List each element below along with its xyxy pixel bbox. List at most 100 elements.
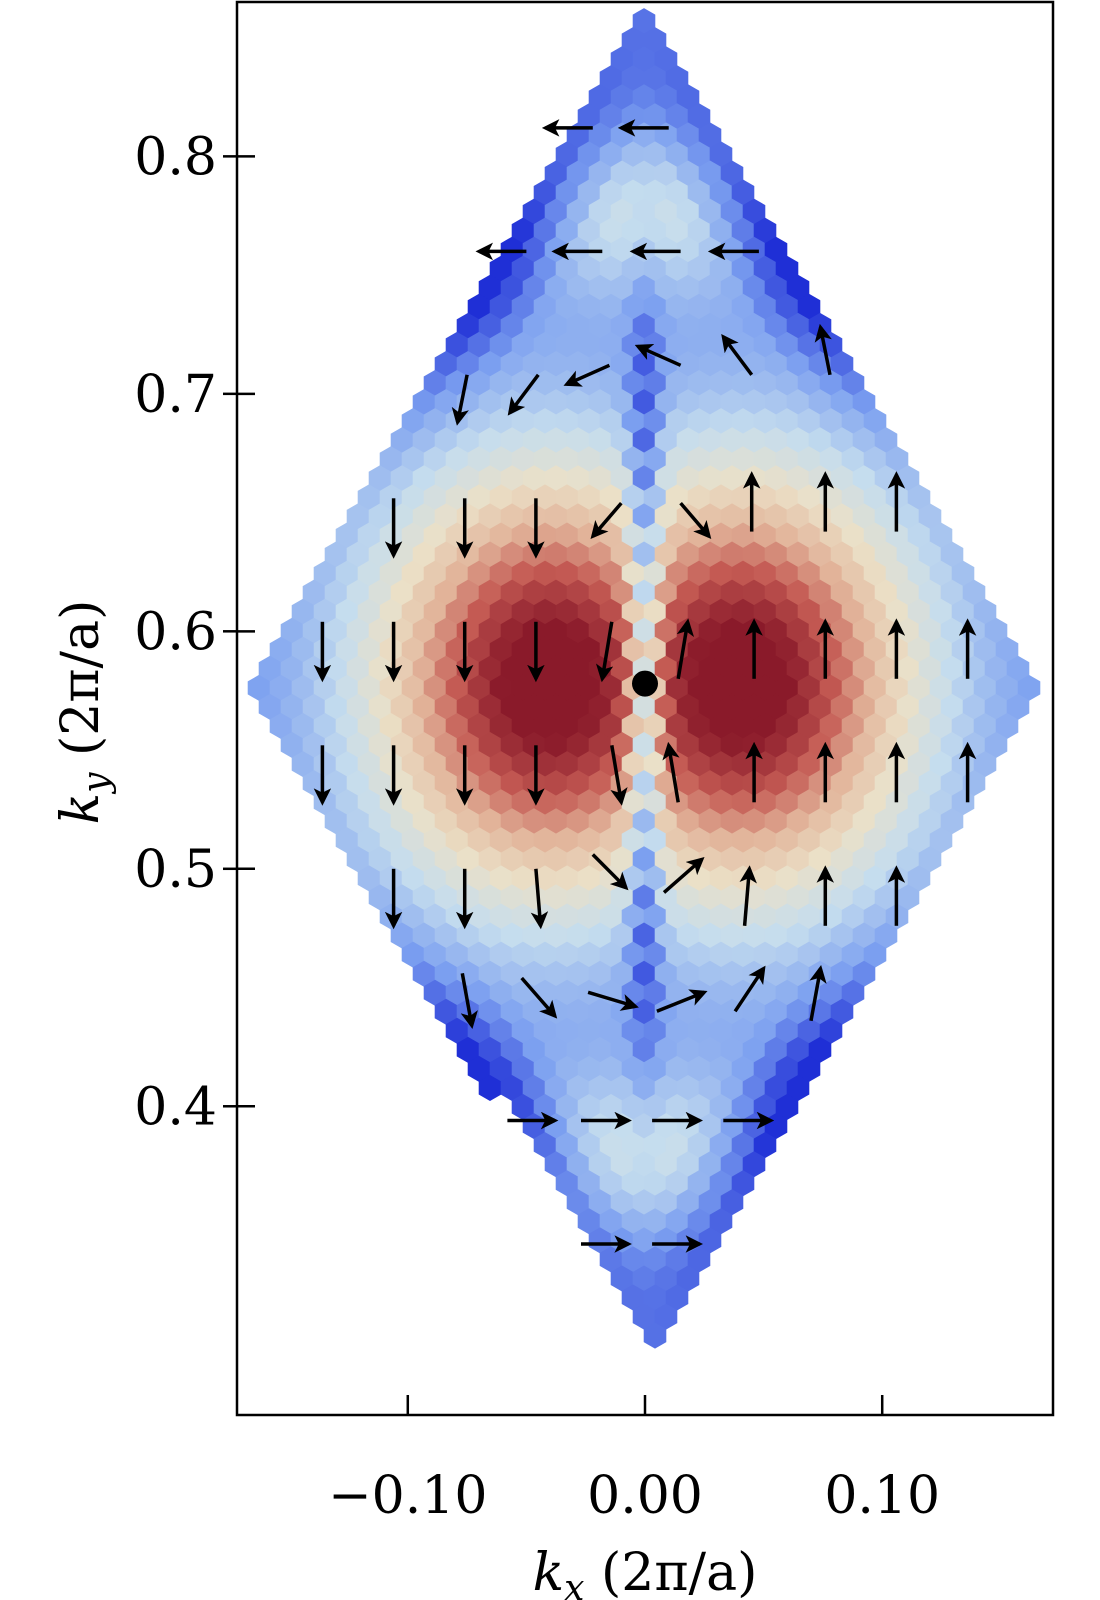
heatmap-cell [995,636,1019,663]
heatmap-cell [764,389,788,416]
heatmap-cell [412,808,436,835]
heatmap-cell [555,141,579,168]
heatmap-cell [808,427,832,454]
heatmap-cell [731,522,755,549]
heatmap-cell [467,941,491,968]
heatmap-cell [852,541,876,568]
heatmap-cell [511,598,535,625]
heatmap-cell [401,408,425,435]
heatmap-cell [775,979,799,1006]
heatmap-cell [687,674,711,701]
heatmap-cell [566,655,590,682]
heatmap-cell [643,1322,667,1349]
heatmap-cell [533,827,557,854]
heatmap-cell [621,751,645,778]
heatmap-cell [665,331,689,358]
heatmap-cell [676,922,700,949]
heatmap-cell [434,351,458,377]
heatmap-cell [478,846,502,873]
vector-arrow [563,363,611,387]
heatmap-cell [500,617,524,644]
heatmap-cell [335,789,359,816]
heatmap-cell [269,713,293,739]
heatmap-cell [654,846,678,873]
heatmap-cell [445,560,469,587]
heatmap-cell [874,655,898,682]
heatmap-cell [555,865,579,892]
heatmap-cell [632,46,656,73]
heatmap-cell [291,598,315,625]
heatmap-cell [654,46,678,73]
heatmap-cell [676,160,700,187]
heatmap-cell [412,465,436,492]
heatmap-cell [478,427,502,454]
heatmap-cell [621,179,645,206]
heatmap-cell [775,255,799,282]
heatmap-cell [940,579,964,606]
heatmap-cell [863,903,887,930]
heatmap-cell [753,446,777,473]
heatmap-cell [588,770,612,797]
heatmap-cell [456,465,480,492]
heatmap-cell [929,713,953,739]
heatmap-cell [643,217,667,244]
heatmap-cell [390,465,414,492]
heatmap-cell [775,713,799,739]
heatmap-cell [764,1036,788,1063]
heatmap-cell [544,389,568,416]
vector-arrow [809,965,827,1022]
heatmap-cell [797,560,821,587]
heatmap-cell [764,351,788,377]
heatmap-cell [731,370,755,396]
heatmap-cell [797,331,821,358]
heatmap-cell [819,370,843,396]
heatmap-cell [720,884,744,911]
heatmap-cell [445,827,469,854]
heatmap-cell [775,331,799,358]
heatmap-cell [676,389,700,416]
heatmap-cell [907,598,931,625]
heatmap-cell [687,903,711,930]
heatmap-cell [555,560,579,587]
heatmap-cell [841,713,865,739]
heatmap-cell [896,503,920,530]
heatmap-cell [566,427,590,454]
heatmap-cell [269,674,293,701]
heatmap-cell [874,503,898,530]
heatmap-cell [709,598,733,625]
heatmap-cell [357,865,381,892]
heatmap-cell [577,598,601,625]
heatmap-cell [423,408,447,435]
heatmap-cell [863,751,887,778]
heatmap-cell [621,217,645,244]
heatmap-cell [467,751,491,778]
heatmap-cell [599,103,623,130]
heatmap-cell [346,655,370,682]
heatmap-cell [720,579,744,606]
heatmap-cell [302,617,326,644]
heatmap-cell [544,617,568,644]
heatmap-cell [621,522,645,549]
heatmap-cell [335,674,359,701]
heatmap-cell [654,1303,678,1330]
heatmap-cell [786,503,810,530]
heatmap-cell [819,1017,843,1044]
heatmap-cell [533,217,557,244]
heatmap-cell [566,732,590,758]
vector-arrow [507,373,540,416]
heatmap-cell [511,865,535,892]
heatmap-cell [577,674,601,701]
heatmap-cell [687,408,711,435]
heatmap-cell [830,541,854,568]
heatmap-cell [577,1170,601,1197]
heatmap-cell [797,1055,821,1082]
heatmap-cell [566,922,590,949]
heatmap-cell [544,732,568,758]
heatmap-cell [632,770,656,797]
heatmap-cell [357,598,381,625]
heatmap-cell [830,732,854,758]
heatmap-cell [874,693,898,720]
heatmap-cell [269,636,293,663]
heatmap-cell [412,846,436,873]
